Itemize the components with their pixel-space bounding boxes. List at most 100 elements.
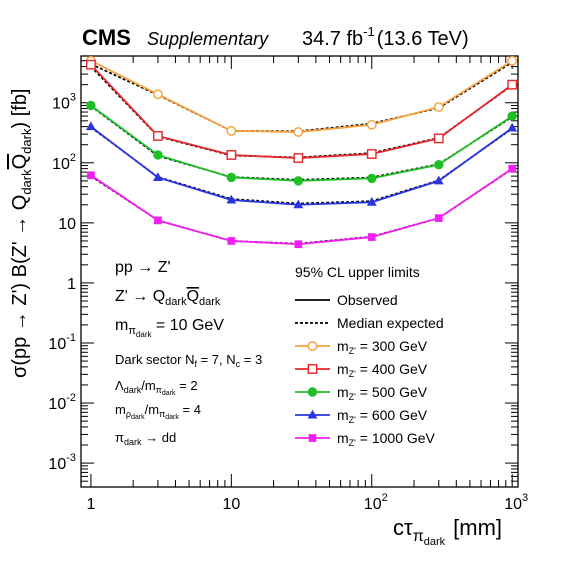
legend-series-marker — [307, 364, 318, 374]
y-tick-label-base: 10 — [48, 396, 66, 413]
legend-mass-sub: Z' — [349, 392, 356, 402]
legend-observed-label: Observed — [337, 292, 398, 308]
observed-point-2 — [434, 159, 444, 170]
y-tick-label-exponent: -2 — [66, 392, 76, 404]
observed-point-3 — [86, 121, 96, 131]
observed-point-0 — [507, 55, 518, 66]
legend-mass-prefix: m — [337, 338, 349, 354]
pion-decay-line: πdark → dd — [115, 430, 176, 447]
decay-line: Z' → QdarkQdark — [115, 288, 221, 308]
y-axis-sub2: dark — [19, 128, 34, 154]
x-axis-subsub: dark — [424, 536, 446, 548]
legend-mass-value: = 500 GeV — [356, 384, 428, 400]
expected-line-2 — [90, 105, 513, 181]
y-axis-sub1: dark — [19, 169, 34, 195]
observed-point-0 — [433, 102, 444, 112]
observed-point-0 — [153, 89, 163, 100]
observed-point-2 — [367, 173, 377, 184]
legend-mass-value: = 400 GeV — [356, 361, 428, 377]
observed-point-1 — [433, 133, 444, 144]
x-tick-label-base: 1 — [86, 496, 95, 513]
y-tick-label-exponent: 3 — [70, 92, 76, 104]
observed-point-3 — [366, 197, 377, 206]
dark-sector-end: = 3 — [240, 352, 262, 367]
process-line: pp → Z' — [115, 259, 171, 276]
observed-point-4 — [367, 233, 376, 241]
decay-pre: Z' → Q — [115, 288, 165, 305]
legend-mass-sub: Z' — [349, 415, 356, 425]
y-tick-label: 103 — [52, 92, 76, 113]
physics-annotations: pp → Z' Z' → QdarkQdark mπdark = 10 GeV … — [115, 259, 262, 447]
observed-point-4 — [87, 171, 95, 180]
rho-sub: ρ — [126, 409, 131, 419]
x-tick-label-base: 10 — [364, 496, 382, 513]
y-tick-label: 102 — [52, 152, 76, 173]
observed-point-4 — [227, 237, 236, 245]
x-tick-label: 1 — [86, 496, 95, 513]
rho-sub2: π — [159, 409, 165, 419]
y-tick-label: 10-2 — [48, 392, 76, 413]
x-tick-label: 10 — [222, 496, 240, 513]
y-tick-label: 1 — [67, 276, 76, 293]
mass-post: = 10 GeV — [151, 317, 224, 334]
observed-point-2 — [86, 100, 96, 111]
observed-point-0 — [366, 119, 377, 130]
rho-subsub: dark — [131, 414, 145, 421]
observed-point-3 — [153, 172, 163, 181]
pion-sub: dark — [124, 437, 142, 447]
y-tick-label-base: 10 — [52, 96, 70, 113]
observed-point-4 — [508, 164, 517, 173]
x-tick-label-exponent: 3 — [522, 492, 528, 504]
observed-point-2 — [153, 150, 163, 160]
x-tick-label-base: 10 — [504, 496, 522, 513]
x-tick-label: 102 — [364, 492, 388, 513]
y-tick-label-base: 10 — [48, 456, 66, 473]
y-tick-label: 10-1 — [48, 332, 76, 353]
lambda-end: = 2 — [176, 378, 198, 393]
rho-mid: /m — [145, 402, 159, 417]
rho-pre: m — [115, 402, 126, 417]
observed-point-1 — [293, 153, 304, 163]
observed-point-1 — [153, 131, 163, 141]
legend-series-label: mZ' = 600 GeV — [337, 407, 428, 425]
expected-line-1 — [90, 65, 513, 159]
legend-series-marker — [307, 409, 318, 419]
legend: 95% CL upper limits Observed Median expe… — [295, 264, 444, 448]
rho-end: = 4 — [179, 402, 201, 417]
mass-line: mπdark = 10 GeV — [115, 317, 224, 339]
mass-sub: π — [128, 325, 136, 337]
observed-point-2 — [293, 176, 304, 186]
lumi-exponent: -1 — [363, 24, 375, 39]
legend-mass-prefix: m — [337, 384, 349, 400]
pion-pre: π — [115, 430, 124, 445]
y-axis-title: σ(pp → Z') B(Z' → QdarkQdark) [fb] — [9, 89, 34, 379]
observed-point-3 — [293, 199, 304, 209]
lumi-label: 34.7 fb-1 (13.6 TeV) — [302, 24, 469, 50]
x-tick-label-exponent: 2 — [382, 492, 388, 504]
observed-point-0 — [293, 127, 304, 137]
legend-series-marker — [307, 387, 318, 397]
decay-sub: dark — [165, 296, 187, 308]
dark-sector-nc: c — [236, 359, 241, 369]
lambda-sub2: π — [156, 385, 162, 395]
legend-series-label: mZ' = 400 GeV — [337, 361, 428, 379]
legend-mass-prefix: m — [337, 407, 349, 423]
lambda-sub: dark — [124, 385, 142, 395]
legend-series-label: mZ' = 300 GeV — [337, 338, 428, 356]
lambda-subsub2: dark — [162, 390, 176, 397]
decay-qbar: Q — [187, 288, 199, 305]
decay-sub2: dark — [199, 296, 221, 308]
x-axis-unit: [mm] — [453, 515, 502, 540]
legend-series-marker — [307, 341, 318, 351]
observed-point-4 — [434, 214, 443, 222]
observed-point-0 — [226, 125, 237, 136]
observed-line-2 — [90, 104, 513, 182]
legend-mass-prefix: m — [337, 430, 349, 446]
y-tick-label-base: 10 — [58, 216, 76, 233]
observed-point-2 — [226, 172, 237, 183]
legend-series-label: mZ' = 1000 GeV — [337, 430, 436, 448]
x-tick-labels: 1 10 102 103 — [86, 492, 528, 513]
legend-mass-prefix: m — [337, 361, 349, 377]
pion-end: → dd — [142, 430, 177, 445]
